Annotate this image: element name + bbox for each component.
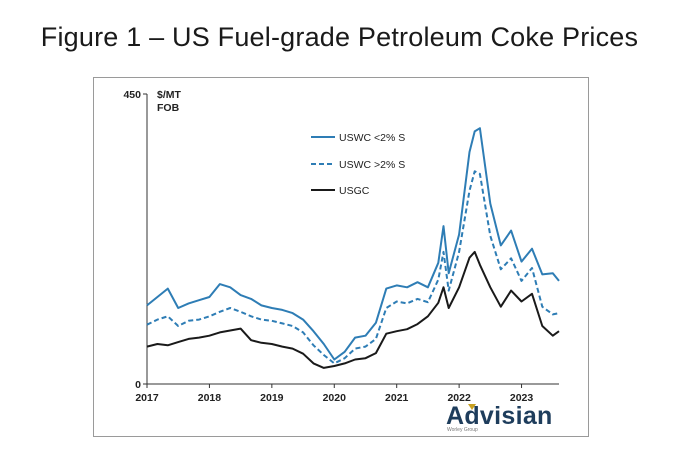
y-axis-label-line2: FOB xyxy=(157,102,180,114)
y-axis-label-line1: $/MT xyxy=(157,89,182,101)
series-line-uswc-high-sulfur xyxy=(146,170,560,365)
x-tick-label: 2021 xyxy=(385,392,409,404)
x-tick-label: 2018 xyxy=(198,392,222,404)
logo-accent-icon xyxy=(468,404,476,410)
advisian-logo-subtext: Worley Group xyxy=(447,427,478,433)
y-tick-label: 0 xyxy=(135,379,141,391)
x-tick-label: 2017 xyxy=(135,392,159,404)
figure-title: Figure 1 – US Fuel-grade Petroleum Coke … xyxy=(40,22,639,52)
series-line-usgc xyxy=(146,250,560,369)
legend-label: USWC <2% S xyxy=(339,132,405,144)
x-tick-label: 2023 xyxy=(510,392,534,404)
x-tick-label: 2020 xyxy=(323,392,347,404)
advisian-logo: Advisian xyxy=(446,402,553,431)
chart-legend: USWC <2% S USWC >2% S USGC xyxy=(311,132,405,197)
chart-panel xyxy=(93,77,589,437)
legend-label: USWC >2% S xyxy=(339,159,405,171)
advisian-logo-text: Advisian xyxy=(446,402,553,430)
x-tick-label: 2019 xyxy=(260,392,284,404)
y-tick-label: 450 xyxy=(123,89,141,101)
x-tick-label: 2022 xyxy=(447,392,471,404)
legend-label: USGC xyxy=(339,185,370,197)
series-line-uswc-low-sulfur xyxy=(146,127,560,361)
series-layer xyxy=(146,127,560,369)
